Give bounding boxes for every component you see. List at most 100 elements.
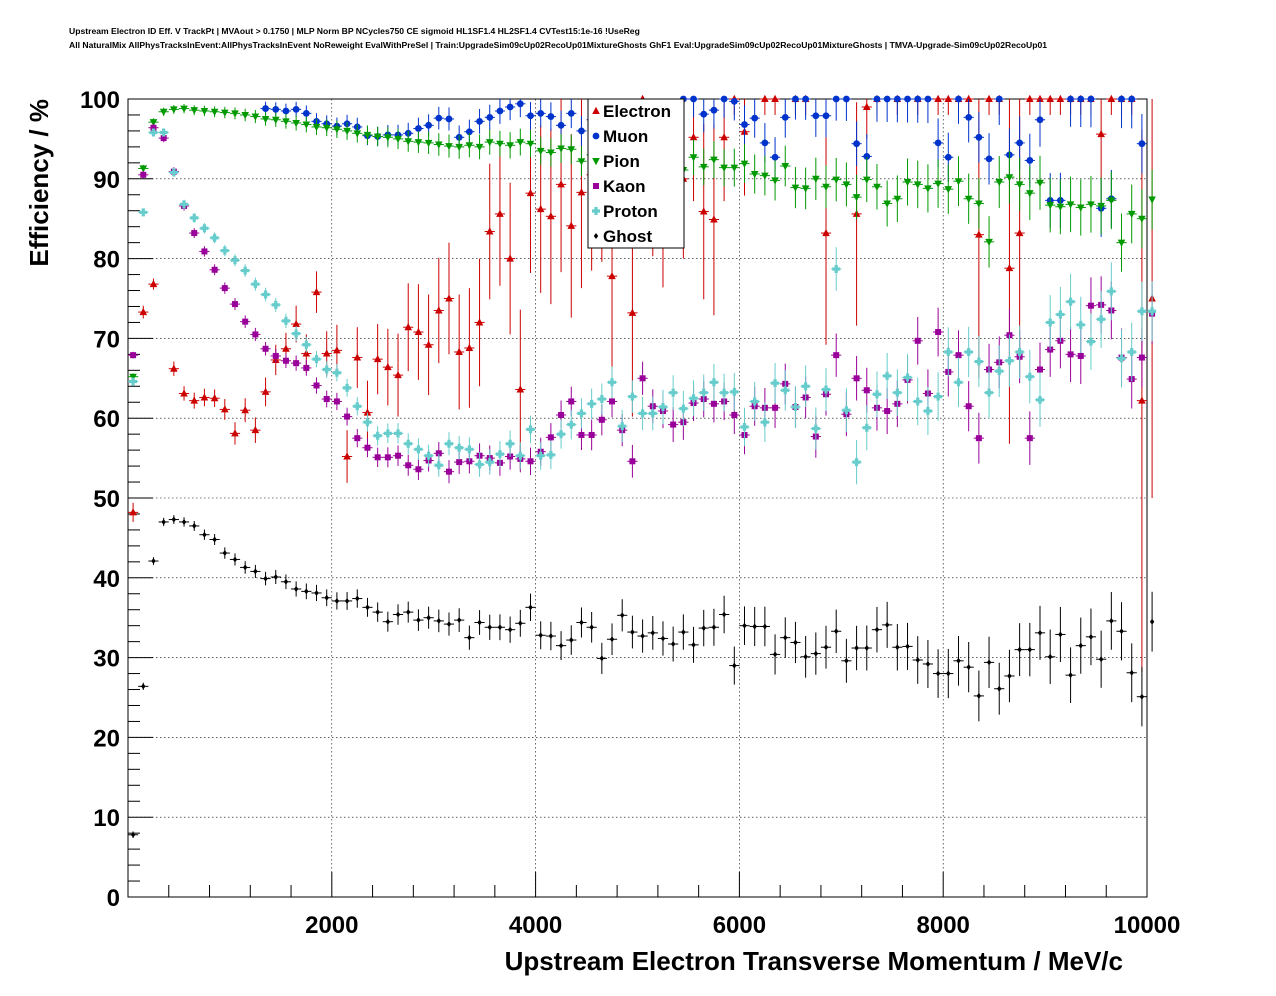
data-point	[985, 388, 994, 397]
data-point	[772, 651, 778, 658]
data-point	[475, 143, 484, 152]
data-point	[516, 100, 524, 108]
x-tick-label: 4000	[509, 912, 562, 939]
data-point	[934, 94, 942, 102]
data-point	[1087, 95, 1095, 103]
data-point	[405, 462, 412, 469]
data-point	[608, 271, 616, 280]
data-point	[567, 146, 576, 154]
data-point	[445, 468, 452, 475]
data-point	[893, 388, 902, 397]
data-point	[312, 123, 321, 132]
data-point	[467, 634, 472, 641]
data-point	[201, 248, 208, 255]
data-point	[465, 128, 473, 136]
data-point	[1066, 297, 1075, 306]
data-point	[373, 133, 382, 141]
data-point	[781, 386, 790, 395]
data-point	[742, 622, 747, 629]
data-point	[384, 454, 391, 461]
y-tick-label: 30	[93, 646, 120, 673]
data-point	[842, 406, 851, 415]
data-point	[762, 623, 768, 630]
data-point	[997, 685, 1002, 692]
y-tick-label: 50	[93, 486, 120, 513]
data-point	[281, 316, 290, 325]
data-point	[416, 617, 421, 624]
data-point	[435, 114, 443, 122]
data-point	[527, 458, 534, 465]
data-point	[771, 177, 779, 185]
data-point	[465, 445, 474, 454]
data-point	[526, 140, 535, 148]
data-point	[750, 171, 759, 179]
data-point	[832, 264, 841, 273]
data-point	[149, 119, 158, 127]
series-proton	[128, 128, 1157, 485]
data-point	[1087, 201, 1095, 209]
data-point	[424, 139, 433, 148]
data-point	[363, 131, 372, 140]
data-point	[190, 213, 199, 222]
data-point	[140, 171, 147, 178]
data-point	[975, 435, 982, 442]
data-point	[630, 629, 635, 636]
y-tick-label: 0	[107, 885, 120, 912]
data-point	[781, 113, 789, 121]
data-point	[964, 94, 973, 102]
legend-label-electron: Electron	[603, 102, 671, 121]
data-point	[681, 629, 686, 636]
data-point	[404, 439, 413, 448]
data-point	[923, 407, 932, 416]
data-point	[954, 378, 963, 387]
data-point	[925, 660, 931, 667]
data-point	[1128, 95, 1136, 103]
data-point	[374, 454, 381, 461]
data-point	[375, 609, 380, 616]
data-point	[1016, 139, 1024, 147]
data-point	[710, 400, 717, 407]
data-point	[465, 343, 474, 351]
data-point	[823, 644, 829, 651]
data-point	[1056, 310, 1065, 319]
data-point	[792, 95, 799, 103]
data-point	[365, 604, 370, 611]
data-point	[475, 318, 484, 326]
data-point	[689, 133, 698, 141]
data-point	[414, 327, 423, 336]
data-point	[212, 536, 217, 543]
data-point	[334, 597, 340, 604]
data-point	[700, 110, 708, 118]
data-point	[720, 95, 728, 103]
data-point	[1066, 201, 1075, 209]
x-tick-label: 8000	[917, 912, 970, 939]
data-point	[302, 109, 310, 117]
data-point	[414, 445, 423, 454]
data-point	[404, 138, 413, 146]
data-point	[557, 145, 565, 153]
data-point	[333, 398, 340, 405]
data-point	[506, 254, 514, 262]
data-point	[995, 95, 1003, 103]
data-point	[1138, 140, 1146, 148]
data-point	[1046, 94, 1054, 102]
data-point	[669, 388, 678, 397]
data-point	[832, 95, 840, 103]
y-tick-label: 40	[93, 566, 120, 593]
data-point	[832, 176, 841, 184]
data-point	[282, 344, 290, 352]
data-point	[1139, 693, 1145, 700]
data-point	[303, 364, 310, 371]
data-point	[304, 588, 309, 595]
data-point	[192, 522, 197, 529]
data-point	[445, 115, 453, 123]
data-point	[862, 176, 871, 184]
data-point	[813, 650, 819, 657]
data-point	[1138, 354, 1145, 361]
data-point	[222, 550, 228, 557]
data-point	[954, 178, 963, 186]
data-point	[302, 349, 311, 357]
data-point	[903, 178, 912, 187]
data-point	[444, 439, 453, 448]
data-point	[1026, 190, 1034, 198]
